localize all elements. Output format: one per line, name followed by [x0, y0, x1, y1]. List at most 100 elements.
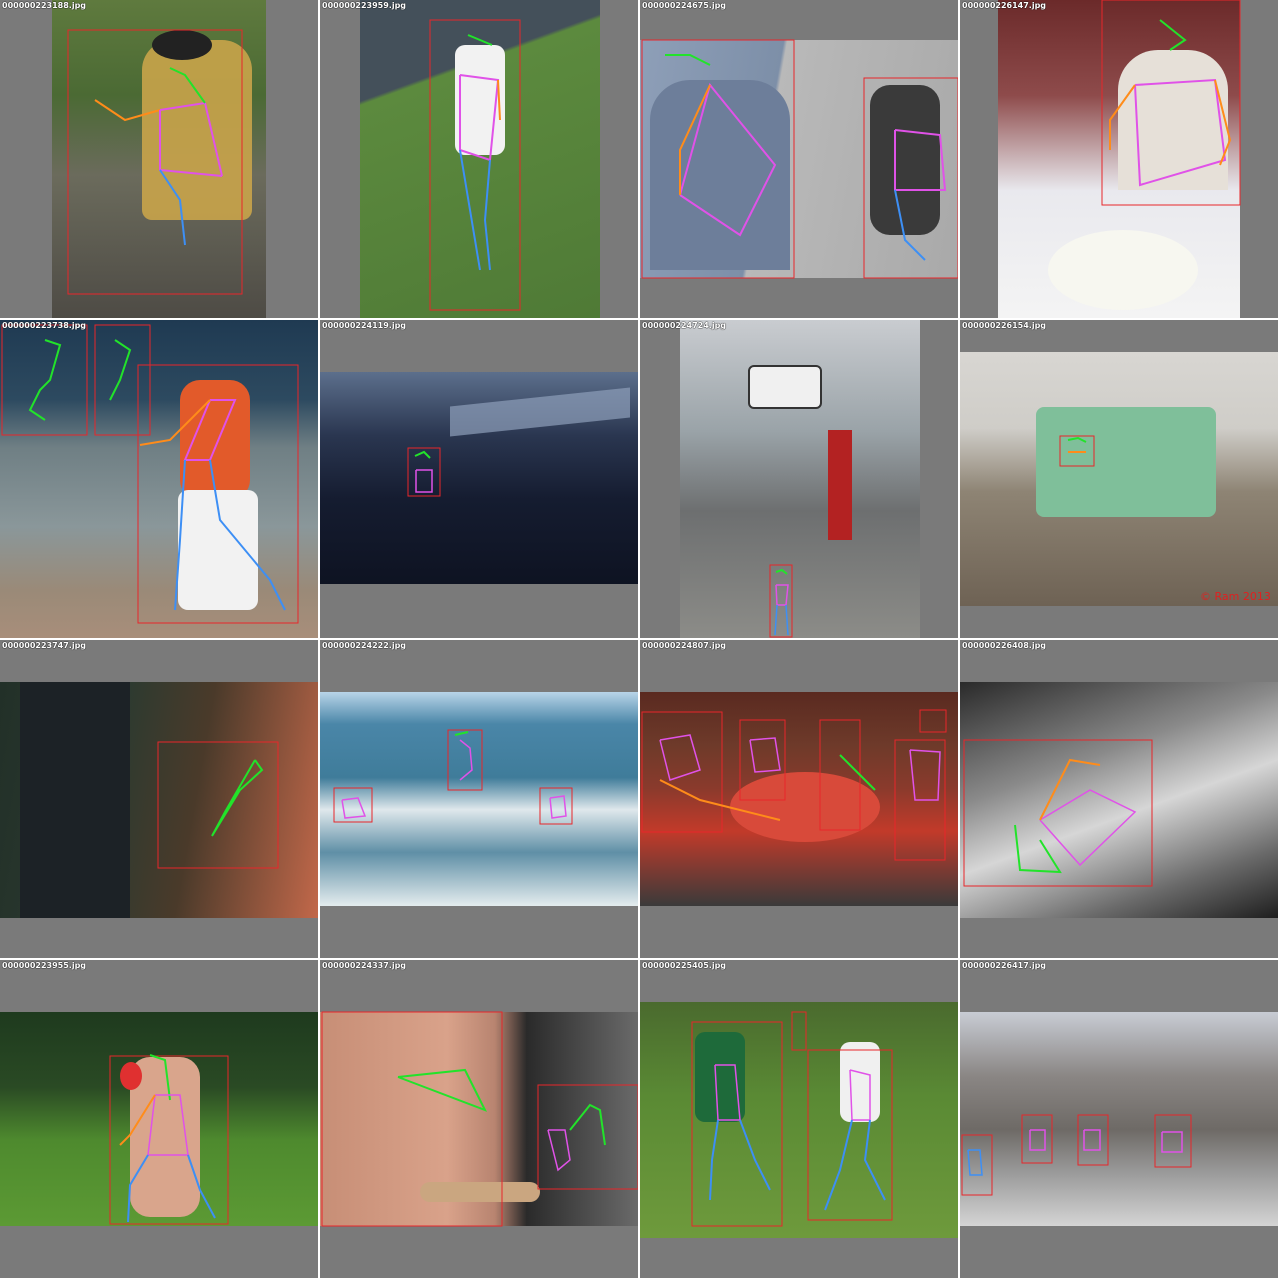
left-arm-limb [1214, 79, 1232, 166]
torso-limb [775, 584, 789, 606]
photo [998, 0, 1240, 318]
image-tile[interactable]: 000000224222.jpg [320, 640, 638, 958]
torso-limb [159, 110, 223, 177]
torso-limb [459, 739, 473, 781]
person-bbox [1059, 435, 1095, 467]
person-bbox [109, 1055, 229, 1225]
right-leg-limb [127, 1154, 149, 1223]
torso-limb [749, 737, 781, 773]
pose-overlay [407, 447, 441, 497]
head-limb [211, 759, 264, 837]
pose-overlay [691, 1011, 893, 1227]
photo [0, 1012, 318, 1226]
right-leg-limb [774, 604, 778, 636]
pose-overlay [333, 729, 573, 825]
image-filename: 000000223188.jpg [2, 1, 87, 10]
right-leg-limb [209, 459, 286, 611]
head-limb [169, 67, 206, 104]
person-bbox [819, 719, 861, 831]
photo [640, 40, 958, 278]
image-filename: 000000226147.jpg [962, 1, 1047, 10]
image-tile[interactable]: 000000226147.jpg [960, 0, 1278, 318]
photo-watermark: © Ram 2013 [1200, 590, 1271, 603]
photo [320, 372, 638, 584]
image-tile[interactable]: 000000223955.jpg [0, 960, 318, 1278]
photo [960, 1012, 1278, 1226]
person-bbox [919, 709, 947, 733]
person-bbox [739, 719, 786, 801]
pose-overlay [1101, 0, 1241, 206]
right-leg-limb [187, 1154, 216, 1219]
image-filename: 000000223738.jpg [2, 321, 87, 330]
image-filename: 000000224222.jpg [322, 641, 407, 650]
person-bbox [447, 729, 483, 791]
image-tile[interactable]: © Ram 2013 000000226154.jpg [960, 320, 1278, 638]
person-bbox [1021, 1114, 1053, 1164]
head-limb [775, 568, 788, 575]
person-bbox [321, 1011, 503, 1227]
person-bbox [807, 1049, 893, 1221]
person-bbox [691, 1021, 783, 1227]
person-bbox [537, 1084, 638, 1190]
torso-limb [679, 82, 777, 237]
pose-overlay [157, 741, 279, 869]
left-arm-limb [679, 84, 711, 195]
image-filename: 000000224119.jpg [322, 321, 407, 330]
image-filename: 000000224337.jpg [322, 961, 407, 970]
person-bbox [641, 39, 795, 279]
person-bbox [894, 739, 946, 861]
left-arm-limb [139, 399, 211, 446]
head-limb [839, 754, 876, 791]
photo [960, 682, 1278, 918]
image-tile[interactable]: 000000224807.jpg [640, 640, 958, 958]
image-tile[interactable]: 000000224724.jpg [640, 320, 958, 638]
image-filename: 000000226408.jpg [962, 641, 1047, 650]
image-tile[interactable]: 000000224675.jpg [640, 0, 958, 318]
photo [960, 352, 1278, 606]
torso-limb [1134, 78, 1227, 187]
image-tile[interactable]: 000000226408.jpg [960, 640, 1278, 958]
head-limb [467, 34, 493, 46]
head-limb [28, 339, 62, 421]
pose-overlay [429, 19, 521, 311]
image-tile[interactable]: 000000223747.jpg [0, 640, 318, 958]
image-tile[interactable]: 000000225405.jpg [640, 960, 958, 1278]
torso-limb [547, 1129, 571, 1172]
head-limb [665, 54, 711, 66]
torso-limb [183, 399, 237, 461]
image-tile[interactable]: 000000224119.jpg [320, 320, 638, 638]
person-bbox [791, 1011, 807, 1051]
pose-overlay [109, 1054, 229, 1225]
torso-limb [1161, 1131, 1183, 1153]
image-tile[interactable]: 000000226417.jpg [960, 960, 1278, 1278]
torso-limb [894, 129, 947, 191]
person-bbox [863, 77, 958, 279]
person-bbox [429, 19, 521, 311]
image-filename: 000000224724.jpg [642, 321, 727, 330]
image-tile[interactable]: 000000223188.jpg [0, 0, 318, 318]
torso-limb [159, 101, 223, 177]
torso-limb [147, 1094, 189, 1156]
right-leg-limb [159, 169, 186, 246]
right-leg-limb [739, 1119, 771, 1191]
pose-overlay [641, 709, 947, 861]
person-bbox [641, 711, 723, 833]
image-filename: 000000224675.jpg [642, 1, 727, 10]
right-leg-limb [894, 189, 926, 261]
right-leg-limb [824, 1119, 853, 1211]
pose-overlay [963, 739, 1153, 887]
pose-overlay [321, 1011, 638, 1227]
image-filename: 000000223955.jpg [2, 961, 87, 970]
pose-overlay [67, 29, 243, 295]
torso-limb [1083, 1129, 1101, 1151]
right-leg-limb [967, 1149, 983, 1176]
photo [320, 1012, 638, 1226]
image-tile[interactable]: 000000223959.jpg [320, 0, 638, 318]
image-tile[interactable]: 000000223738.jpg [0, 320, 318, 638]
torso-limb [341, 797, 367, 819]
head-limb [454, 731, 469, 736]
torso-limb [849, 1069, 871, 1121]
image-filename: 000000223747.jpg [2, 641, 87, 650]
image-tile[interactable]: 000000224337.jpg [320, 960, 638, 1278]
